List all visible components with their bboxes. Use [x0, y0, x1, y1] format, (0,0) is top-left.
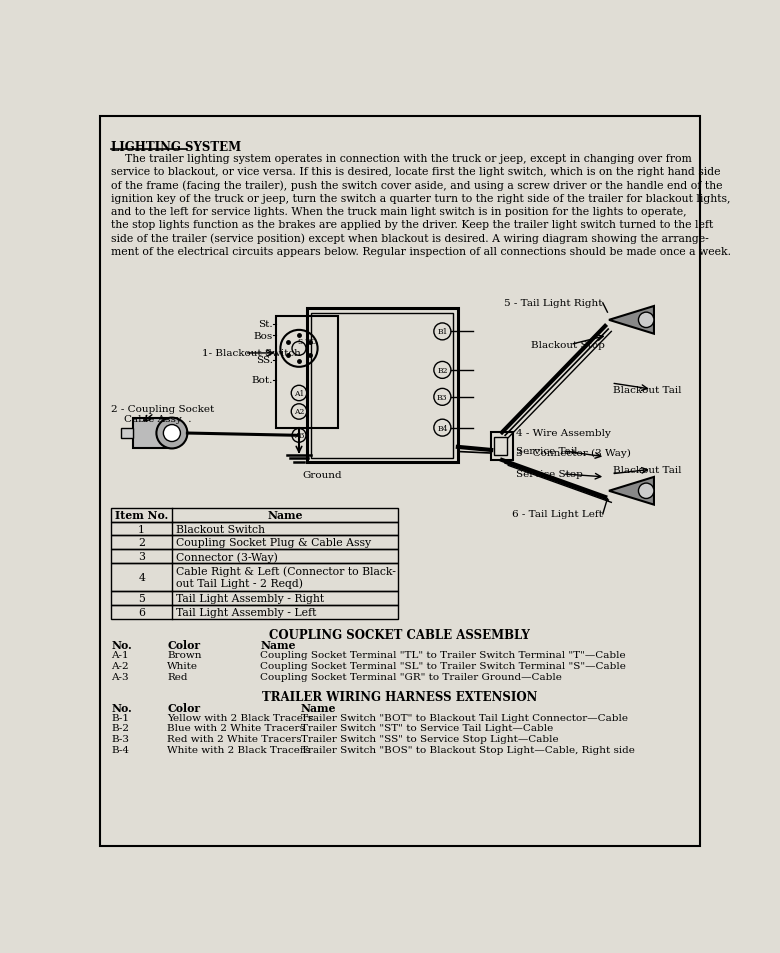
- Text: B-4: B-4: [112, 745, 129, 754]
- Text: B3: B3: [437, 394, 448, 401]
- Circle shape: [163, 425, 180, 442]
- Text: 6 - Tail Light Left: 6 - Tail Light Left: [512, 510, 603, 518]
- Text: Color: Color: [167, 702, 200, 713]
- Text: B-2: B-2: [112, 723, 129, 733]
- Text: 4: 4: [138, 573, 145, 582]
- Bar: [112, 522, 399, 536]
- Text: Connector (3-Way): Connector (3-Way): [176, 552, 278, 562]
- Bar: [112, 605, 399, 618]
- Text: Blackout Switch: Blackout Switch: [176, 524, 264, 534]
- Text: A3: A3: [294, 432, 304, 440]
- Text: Service Stop: Service Stop: [516, 470, 583, 478]
- Text: Color: Color: [167, 639, 200, 651]
- Text: Red: Red: [167, 672, 188, 681]
- Text: 4 - Wire Assembly: 4 - Wire Assembly: [516, 428, 611, 437]
- Bar: [311, 314, 453, 458]
- Text: Bos: Bos: [254, 332, 273, 340]
- Bar: [112, 536, 399, 550]
- Text: 3: 3: [138, 552, 145, 561]
- Bar: [495, 437, 507, 456]
- Bar: [112, 508, 399, 522]
- Polygon shape: [609, 477, 654, 505]
- Text: Yellow with 2 Black Tracers: Yellow with 2 Black Tracers: [167, 713, 314, 721]
- Text: Coupling Socket Terminal "SL" to Trailer Switch Terminal "S"—Cable: Coupling Socket Terminal "SL" to Trailer…: [261, 661, 626, 670]
- Text: A-1: A-1: [112, 651, 129, 659]
- Circle shape: [157, 418, 187, 449]
- Text: 2 - Coupling Socket
    Cable Assy  .: 2 - Coupling Socket Cable Assy .: [112, 404, 214, 424]
- Text: Coupling Socket Terminal "GR" to Trailer Ground—Cable: Coupling Socket Terminal "GR" to Trailer…: [261, 672, 562, 681]
- Text: 1: 1: [138, 524, 145, 534]
- Text: Blackout Stop: Blackout Stop: [531, 340, 605, 350]
- Text: SS.: SS.: [256, 356, 273, 365]
- Text: Name: Name: [268, 510, 303, 520]
- Text: No.: No.: [112, 639, 132, 651]
- Text: Coupling Socket Plug & Cable Assy: Coupling Socket Plug & Cable Assy: [176, 537, 371, 548]
- Text: Coupling Socket Terminal "TL" to Trailer Switch Terminal "T"—Cable: Coupling Socket Terminal "TL" to Trailer…: [261, 651, 626, 659]
- Text: Item No.: Item No.: [115, 510, 168, 520]
- Text: A1: A1: [294, 390, 304, 397]
- Circle shape: [639, 483, 654, 499]
- Text: St.: St.: [258, 320, 273, 329]
- Text: Name: Name: [300, 702, 336, 713]
- Text: S TC: S TC: [297, 337, 316, 345]
- Text: B2: B2: [437, 367, 448, 375]
- Text: Name: Name: [261, 639, 296, 651]
- Text: B1: B1: [437, 328, 448, 336]
- Text: B4: B4: [437, 424, 448, 433]
- Text: 6: 6: [138, 607, 145, 617]
- Text: Trailer Switch "ST" to Service Tail Light—Cable: Trailer Switch "ST" to Service Tail Ligh…: [300, 723, 553, 733]
- Bar: [307, 309, 458, 463]
- Text: 3 - Connector (3 Way): 3 - Connector (3 Way): [516, 448, 631, 457]
- Bar: [112, 563, 399, 591]
- Text: A-3: A-3: [112, 672, 129, 681]
- Polygon shape: [609, 307, 654, 335]
- Text: Blackout Tail: Blackout Tail: [613, 465, 682, 475]
- Text: Tail Light Assembly - Left: Tail Light Assembly - Left: [176, 607, 316, 617]
- Bar: [491, 433, 513, 460]
- Bar: [133, 418, 172, 449]
- Bar: [121, 429, 133, 438]
- Text: Trailer Switch "SS" to Service Stop Light—Cable: Trailer Switch "SS" to Service Stop Ligh…: [300, 735, 558, 743]
- Text: A-2: A-2: [112, 661, 129, 670]
- Bar: [276, 316, 338, 428]
- Text: White: White: [167, 661, 198, 670]
- Bar: [112, 591, 399, 605]
- Text: No.: No.: [112, 702, 132, 713]
- Text: COUPLING SOCKET CABLE ASSEMBLY: COUPLING SOCKET CABLE ASSEMBLY: [269, 628, 530, 641]
- Text: LIGHTING SYSTEM: LIGHTING SYSTEM: [112, 141, 242, 154]
- Text: Blackout Tail: Blackout Tail: [613, 385, 682, 395]
- Bar: [112, 550, 399, 563]
- Text: Blue with 2 White Tracers: Blue with 2 White Tracers: [167, 723, 305, 733]
- Text: B-3: B-3: [112, 735, 129, 743]
- Text: Tail Light Assembly - Right: Tail Light Assembly - Right: [176, 593, 324, 603]
- Text: Trailer Switch "BOS" to Blackout Stop Light—Cable, Right side: Trailer Switch "BOS" to Blackout Stop Li…: [300, 745, 634, 754]
- Text: 2: 2: [138, 537, 145, 548]
- Text: Ground: Ground: [302, 471, 342, 479]
- Text: The trailer lighting system operates in connection with the truck or jeep, excep: The trailer lighting system operates in …: [112, 153, 732, 256]
- Text: Bot.: Bot.: [251, 376, 273, 385]
- Text: A2: A2: [294, 408, 304, 416]
- Text: Service Tail: Service Tail: [516, 447, 577, 456]
- Text: 5: 5: [138, 593, 145, 603]
- Text: Brown: Brown: [167, 651, 202, 659]
- Text: Cable Right & Left (Connector to Black-
out Tail Light - 2 Reqd): Cable Right & Left (Connector to Black- …: [176, 566, 395, 589]
- Circle shape: [639, 313, 654, 328]
- Text: Trailer Switch "BOT" to Blackout Tail Light Connector—Cable: Trailer Switch "BOT" to Blackout Tail Li…: [300, 713, 628, 721]
- Text: White with 2 Black Tracers: White with 2 Black Tracers: [167, 745, 310, 754]
- Text: B-1: B-1: [112, 713, 129, 721]
- Text: 5 - Tail Light Right: 5 - Tail Light Right: [505, 299, 603, 308]
- Text: Red with 2 White Tracers: Red with 2 White Tracers: [167, 735, 302, 743]
- Text: TRAILER WIRING HARNESS EXTENSION: TRAILER WIRING HARNESS EXTENSION: [262, 691, 537, 703]
- Text: 1- Blackout Switch: 1- Blackout Switch: [202, 349, 301, 358]
